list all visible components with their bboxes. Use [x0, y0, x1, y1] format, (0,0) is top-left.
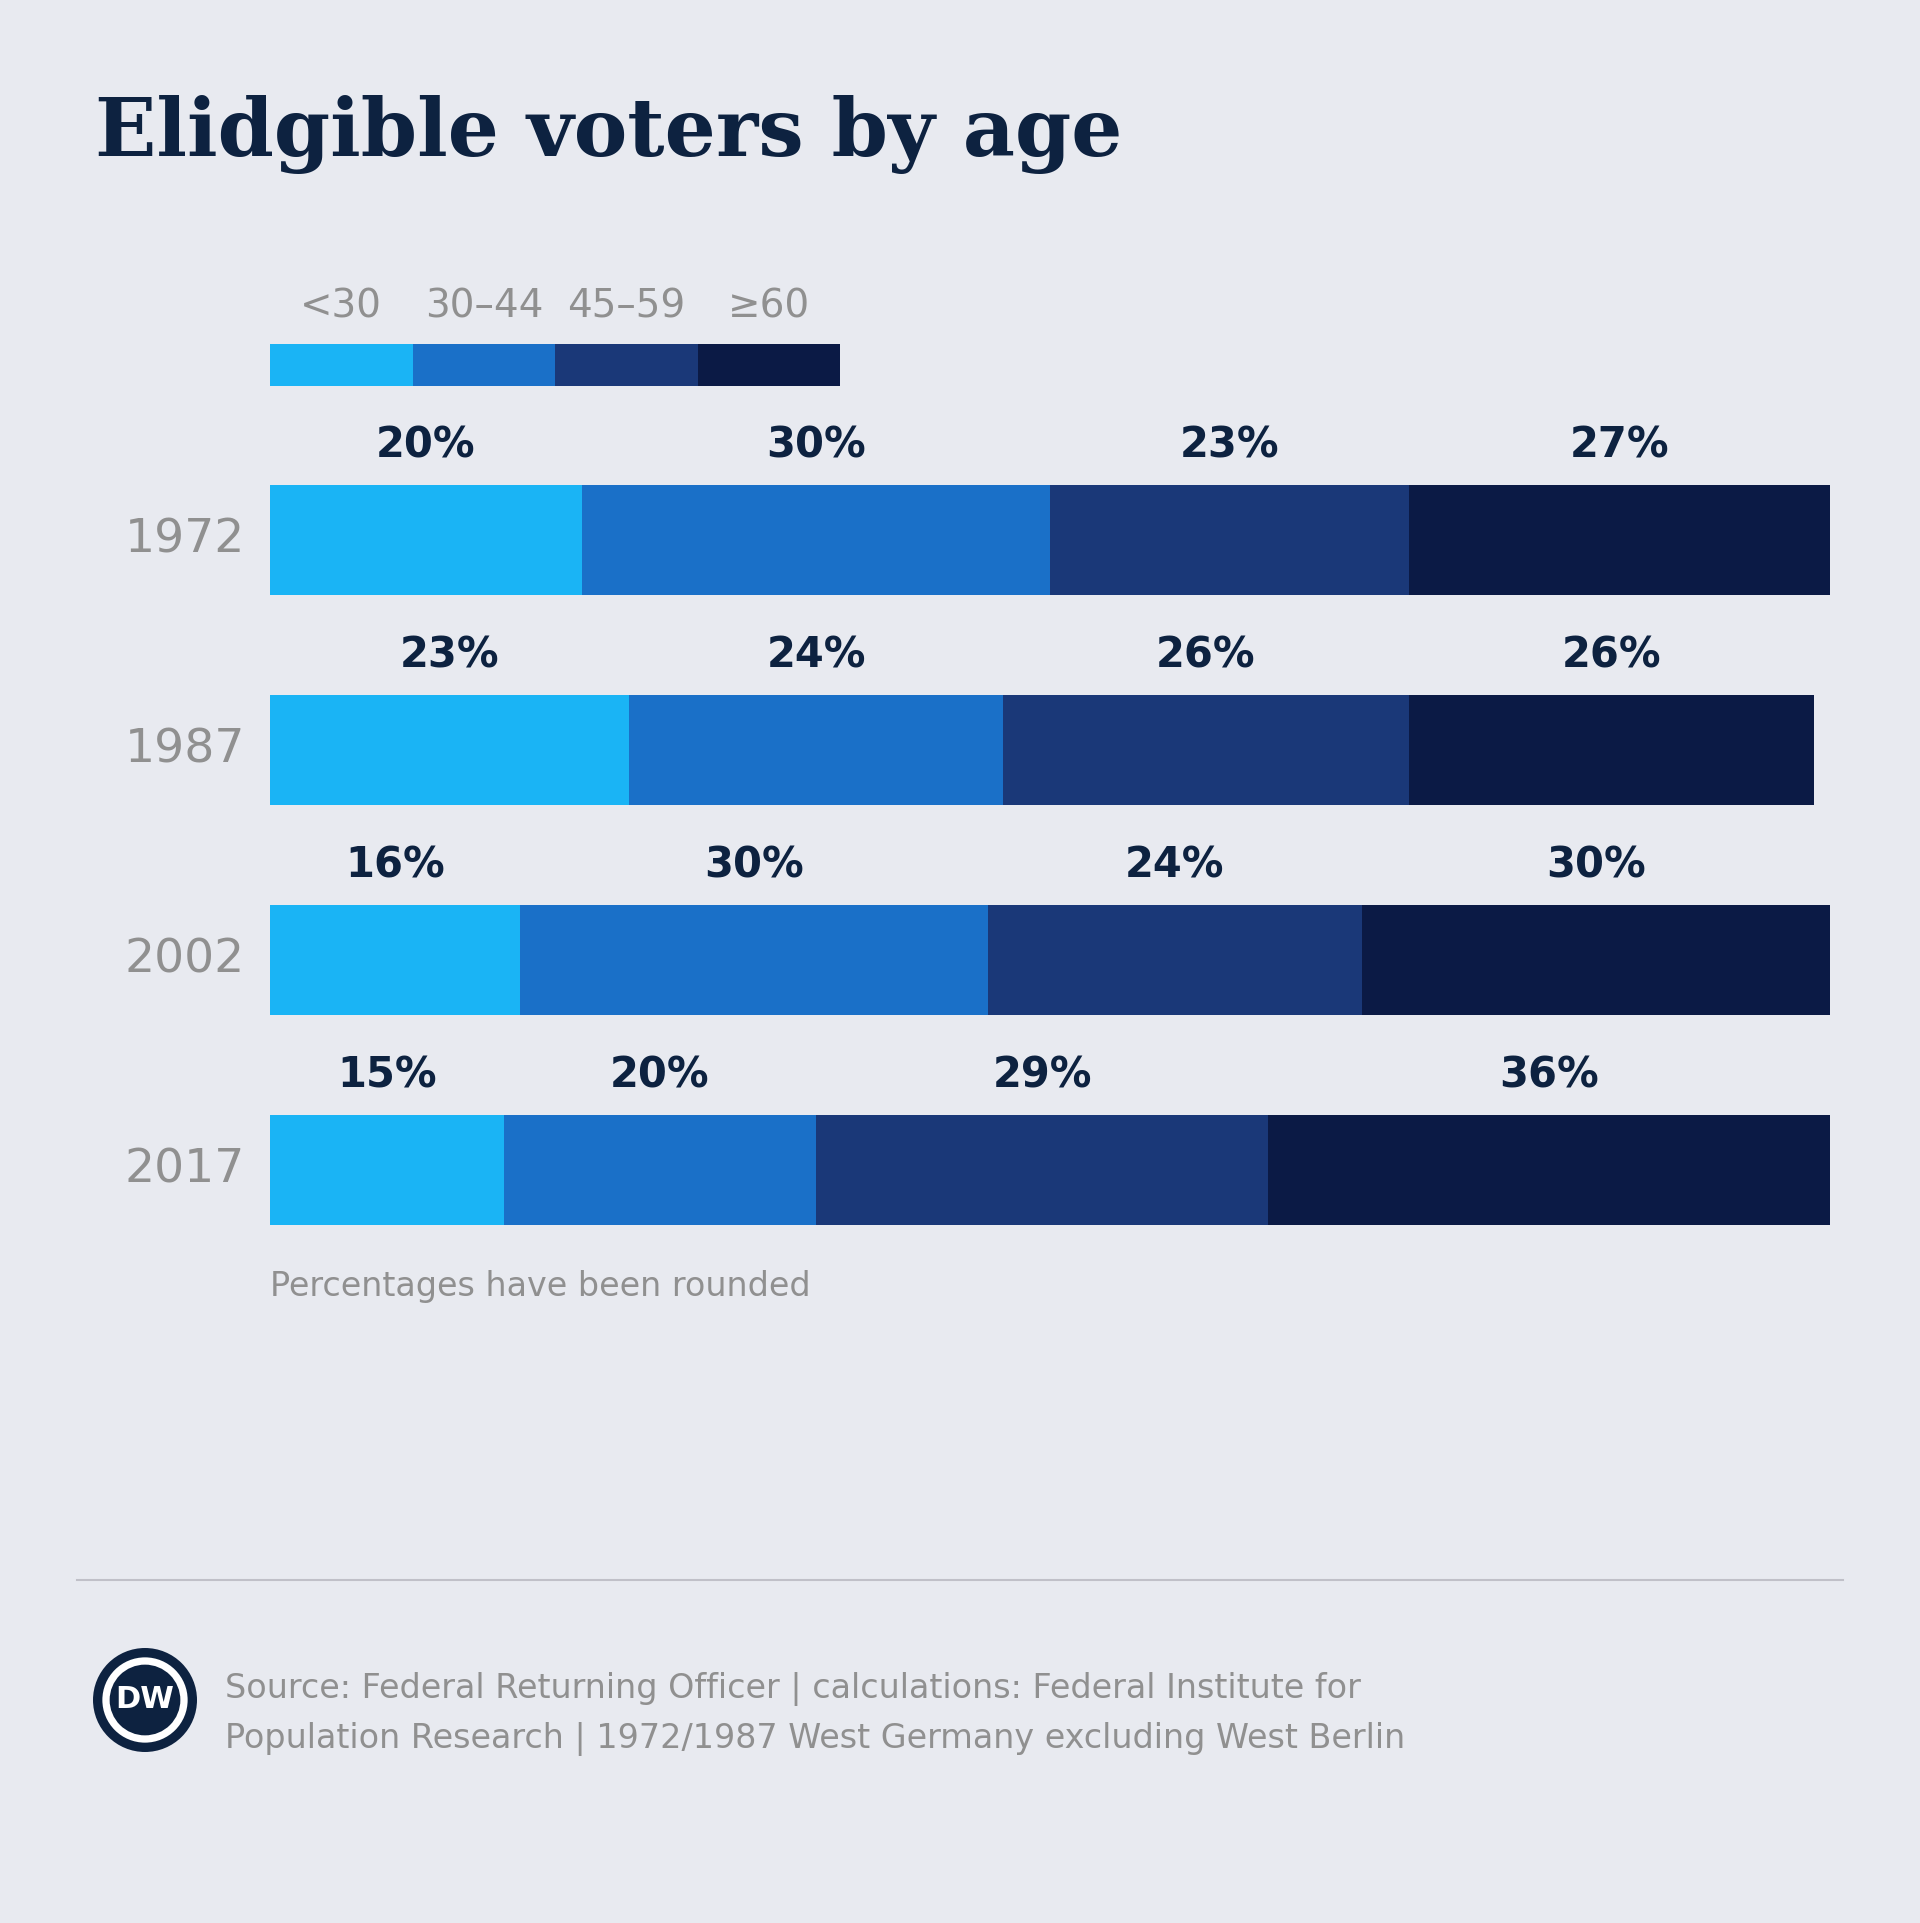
FancyBboxPatch shape: [413, 344, 555, 387]
Text: 20%: 20%: [611, 1056, 710, 1096]
FancyBboxPatch shape: [271, 906, 520, 1015]
Text: ≥60: ≥60: [728, 287, 810, 325]
Text: 29%: 29%: [993, 1056, 1092, 1096]
Text: 24%: 24%: [766, 635, 866, 677]
Text: Elidgible voters by age: Elidgible voters by age: [94, 94, 1123, 173]
FancyBboxPatch shape: [555, 344, 697, 387]
Text: 2002: 2002: [125, 938, 246, 983]
Text: 30%: 30%: [1546, 844, 1645, 887]
FancyBboxPatch shape: [1269, 1115, 1830, 1225]
Text: 1972: 1972: [125, 517, 246, 563]
FancyBboxPatch shape: [1050, 485, 1409, 594]
Text: 16%: 16%: [346, 844, 445, 887]
Text: DW: DW: [115, 1685, 175, 1715]
FancyBboxPatch shape: [271, 344, 413, 387]
FancyBboxPatch shape: [628, 694, 1002, 806]
Text: 30%: 30%: [705, 844, 803, 887]
FancyBboxPatch shape: [816, 1115, 1269, 1225]
FancyBboxPatch shape: [520, 906, 987, 1015]
Circle shape: [109, 1665, 180, 1735]
FancyBboxPatch shape: [271, 694, 628, 806]
FancyBboxPatch shape: [1002, 694, 1409, 806]
Text: 23%: 23%: [1179, 425, 1279, 467]
Text: Source: Federal Returning Officer | calculations: Federal Institute for
Populati: Source: Federal Returning Officer | calc…: [225, 1671, 1405, 1756]
FancyBboxPatch shape: [503, 1115, 816, 1225]
Text: 23%: 23%: [399, 635, 499, 677]
FancyBboxPatch shape: [697, 344, 841, 387]
Text: 45–59: 45–59: [566, 287, 685, 325]
FancyBboxPatch shape: [271, 485, 582, 594]
FancyBboxPatch shape: [582, 485, 1050, 594]
FancyBboxPatch shape: [987, 906, 1361, 1015]
Text: Percentages have been rounded: Percentages have been rounded: [271, 1269, 810, 1304]
Text: 20%: 20%: [376, 425, 476, 467]
Text: 15%: 15%: [338, 1056, 438, 1096]
Text: 26%: 26%: [1156, 635, 1256, 677]
Text: 2017: 2017: [125, 1148, 246, 1192]
Text: 30–44: 30–44: [424, 287, 543, 325]
Text: <30: <30: [300, 287, 382, 325]
Text: 26%: 26%: [1561, 635, 1661, 677]
FancyBboxPatch shape: [271, 1115, 503, 1225]
FancyBboxPatch shape: [1361, 906, 1830, 1015]
Text: 1987: 1987: [125, 727, 246, 773]
FancyBboxPatch shape: [1409, 694, 1814, 806]
Text: 30%: 30%: [766, 425, 866, 467]
Circle shape: [102, 1658, 188, 1742]
Circle shape: [92, 1648, 198, 1752]
Text: 36%: 36%: [1500, 1056, 1599, 1096]
FancyBboxPatch shape: [1409, 485, 1830, 594]
Text: 24%: 24%: [1125, 844, 1225, 887]
Text: 27%: 27%: [1569, 425, 1668, 467]
